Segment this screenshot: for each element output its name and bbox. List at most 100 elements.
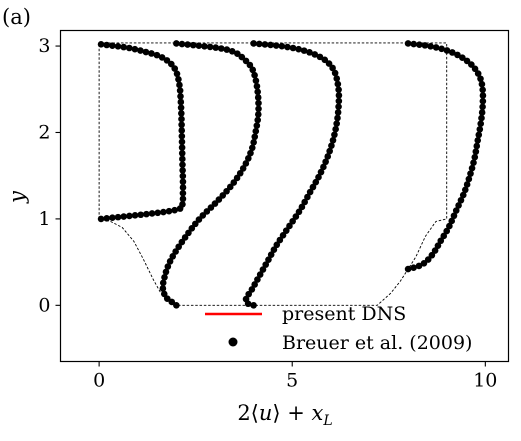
- breuer-point: [245, 155, 252, 162]
- breuer-point: [245, 290, 252, 298]
- breuer-point: [443, 47, 451, 54]
- breuer-point: [270, 246, 278, 253]
- breuer-point: [153, 51, 161, 59]
- breuer-point: [137, 211, 145, 219]
- breuer-point: [143, 210, 150, 218]
- y-tick-label: 1: [38, 208, 50, 230]
- breuer-point: [233, 174, 241, 182]
- breuer-point: [432, 44, 440, 51]
- breuer-point: [252, 77, 260, 84]
- breuer-point: [242, 295, 250, 303]
- breuer-point: [404, 40, 412, 47]
- plot-frame: [59, 29, 510, 363]
- breuer-point: [199, 212, 207, 219]
- breuer-point: [114, 43, 122, 50]
- breuer-point: [317, 168, 325, 176]
- breuer-point: [474, 137, 482, 144]
- breuer-point: [207, 204, 215, 211]
- breuer-point: [446, 222, 453, 230]
- breuer-point: [278, 42, 286, 50]
- breuer-point: [332, 125, 339, 133]
- breuer-point: [325, 60, 333, 67]
- breuer-point: [431, 247, 439, 254]
- breuer-point: [164, 263, 172, 270]
- breuer-point: [478, 80, 486, 88]
- breuer-point: [179, 161, 186, 168]
- breuer-point: [479, 92, 487, 99]
- breuer-point: [478, 109, 486, 116]
- geometry-outline: [98, 42, 448, 306]
- breuer-point: [97, 41, 105, 48]
- breuer-point: [179, 155, 186, 163]
- breuer-point: [452, 207, 460, 214]
- breuer-point: [158, 54, 166, 61]
- breuer-point: [322, 158, 329, 166]
- breuer-point: [248, 286, 256, 293]
- breuer-point: [326, 147, 333, 155]
- legend: present DNS Breuer et al. (2009): [205, 303, 472, 354]
- breuer-point: [334, 114, 341, 122]
- breuer-point: [178, 40, 186, 48]
- breuer-point: [188, 225, 196, 232]
- breuer-point: [440, 232, 448, 240]
- breuer-point: [438, 45, 445, 53]
- breuer-point: [335, 103, 342, 111]
- breuer-point: [226, 183, 234, 191]
- breuer-point: [165, 207, 173, 215]
- breuer-point: [126, 212, 133, 220]
- breuer-point: [166, 258, 174, 265]
- breuer-point: [306, 49, 313, 56]
- breuer-markers: [97, 40, 487, 309]
- breuer-point: [477, 75, 484, 83]
- breuer-point: [162, 268, 170, 276]
- breuer-point: [168, 298, 176, 306]
- breuer-point: [181, 234, 189, 241]
- breuer-point: [416, 41, 423, 48]
- breuer-point: [254, 94, 262, 101]
- breuer-point: [254, 276, 261, 283]
- breuer-point: [131, 212, 139, 219]
- legend-marker-swatch: [228, 337, 238, 347]
- breuer-point: [242, 57, 250, 65]
- breuer-point: [434, 242, 442, 249]
- breuer-point: [179, 189, 187, 197]
- breuer-point: [195, 42, 203, 49]
- breuer-point: [178, 110, 185, 117]
- breuer-point: [333, 120, 340, 127]
- breuer-point: [219, 192, 227, 199]
- breuer-point: [212, 44, 220, 51]
- breuer-point: [242, 160, 250, 167]
- breuer-point: [333, 75, 341, 82]
- breuer-point: [179, 201, 186, 208]
- breuer-point: [142, 48, 150, 56]
- breuer-point: [289, 44, 297, 52]
- breuer-point: [178, 144, 186, 151]
- breuer-point: [250, 139, 257, 146]
- legend-label-present-dns: present DNS: [282, 303, 406, 325]
- breuer-point: [455, 202, 462, 209]
- breuer-point: [173, 70, 181, 78]
- breuer-point: [184, 41, 191, 48]
- breuer-point: [463, 181, 471, 188]
- breuer-point: [309, 183, 317, 191]
- breuer-point: [474, 70, 482, 77]
- breuer-point: [236, 169, 244, 177]
- x-ticks: 0 5 10: [93, 361, 497, 392]
- breuer-point: [109, 214, 116, 221]
- breuer-point: [479, 103, 486, 111]
- breuer-point: [176, 81, 183, 89]
- breuer-point: [267, 41, 274, 49]
- breuer-point: [463, 57, 471, 65]
- breuer-point: [254, 111, 262, 118]
- breuer-point: [154, 209, 162, 217]
- y-tick-label: 2: [38, 121, 50, 143]
- breuer-point: [461, 186, 469, 194]
- breuer-point: [173, 40, 180, 47]
- breuer-point: [120, 43, 127, 51]
- breuer-point: [478, 114, 485, 122]
- panel-label: (a): [2, 5, 31, 29]
- x-tick-label: 5: [286, 370, 298, 392]
- breuer-point: [148, 50, 155, 57]
- breuer-point: [479, 97, 487, 105]
- breuer-point: [328, 142, 335, 150]
